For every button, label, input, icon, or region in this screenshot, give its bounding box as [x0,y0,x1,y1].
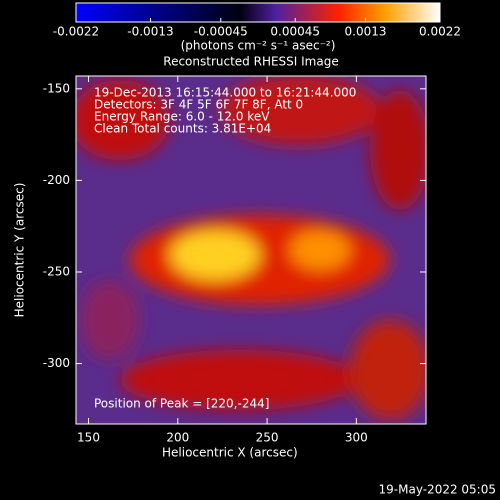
colorbar-tick-label: 0.00045 [270,25,320,39]
annotation: Detectors: 3F 4F 5F 6F 7F 8F, Att 0 [94,98,303,112]
y-tick-label: -200 [43,173,70,187]
colorbar-tick-label: -0.0013 [127,25,173,39]
colorbar-tick-label: -0.0022 [53,25,99,39]
annotation: 19-Dec-2013 16:15:44.000 to 16:21:44.000 [94,86,356,100]
y-axis-label: Heliocentric Y (arcsec) [13,183,27,318]
x-tick-label: 300 [345,431,368,445]
x-tick-label: 200 [166,431,189,445]
x-axis-label: Heliocentric X (arcsec) [162,446,298,460]
plot-frame [75,75,427,425]
colorbar-tick-label: 0.0013 [345,25,387,39]
annotation: Energy Range: 6.0 - 12.0 keV [94,110,270,124]
y-tick-label: -250 [43,264,70,278]
x-tick-label: 250 [256,431,279,445]
colorbar-label: (photons cm⁻² s⁻¹ asec⁻²) [181,39,336,53]
colorbar-tick-label: -0.00045 [194,25,248,39]
chart-title: Reconstructed RHESSI Image [163,55,338,69]
colorbar-tick-label: 0.0022 [419,25,461,39]
footer: 19-May-2022 05:05 [379,483,496,497]
peak-note: Position of Peak = [220,-244] [94,397,269,411]
annotations: 19-Dec-2013 16:15:44.000 to 16:21:44.000… [94,86,356,136]
y-tick-label: -300 [43,356,70,370]
heatmap [76,76,426,424]
y-tick-label: -150 [43,81,70,95]
annotation: Clean Total counts: 3.81E+04 [94,122,271,136]
colorbar [75,2,441,23]
x-tick-label: 150 [77,431,100,445]
